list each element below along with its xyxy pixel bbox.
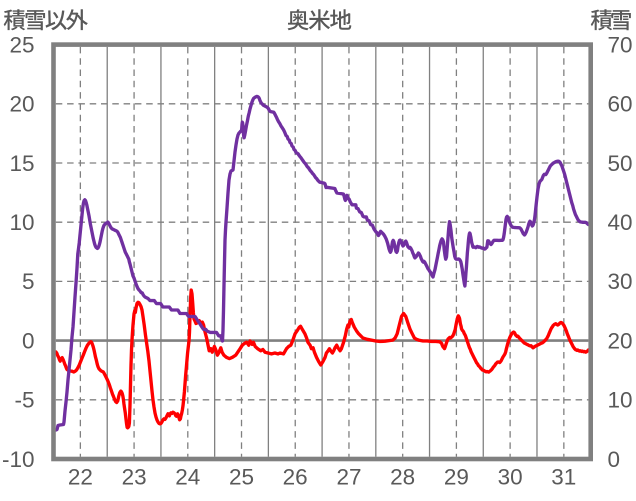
svg-text:-10: -10 bbox=[2, 447, 35, 472]
svg-text:30: 30 bbox=[498, 464, 523, 489]
svg-text:50: 50 bbox=[608, 151, 633, 176]
svg-text:28: 28 bbox=[390, 464, 415, 489]
svg-text:22: 22 bbox=[68, 464, 93, 489]
svg-text:25: 25 bbox=[229, 464, 254, 489]
svg-text:60: 60 bbox=[608, 92, 633, 117]
svg-text:20: 20 bbox=[9, 92, 34, 117]
svg-text:5: 5 bbox=[22, 269, 35, 294]
svg-text:27: 27 bbox=[336, 464, 361, 489]
svg-text:29: 29 bbox=[444, 464, 469, 489]
svg-text:70: 70 bbox=[608, 32, 633, 57]
svg-text:23: 23 bbox=[122, 464, 147, 489]
svg-text:30: 30 bbox=[608, 269, 633, 294]
svg-text:40: 40 bbox=[608, 210, 633, 235]
svg-text:25: 25 bbox=[9, 32, 34, 57]
svg-text:0: 0 bbox=[22, 328, 35, 353]
svg-text:20: 20 bbox=[608, 328, 633, 353]
svg-text:26: 26 bbox=[283, 464, 308, 489]
svg-text:24: 24 bbox=[175, 464, 200, 489]
svg-text:-5: -5 bbox=[14, 388, 34, 413]
svg-text:10: 10 bbox=[608, 388, 633, 413]
svg-text:0: 0 bbox=[608, 447, 621, 472]
svg-text:10: 10 bbox=[9, 210, 34, 235]
svg-text:31: 31 bbox=[551, 464, 576, 489]
svg-text:15: 15 bbox=[9, 151, 34, 176]
